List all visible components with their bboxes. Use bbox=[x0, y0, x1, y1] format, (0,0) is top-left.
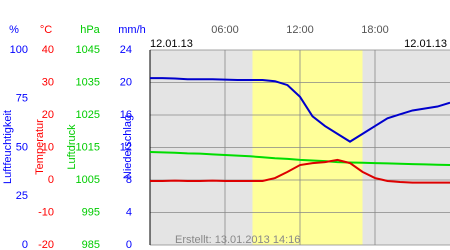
y-tick-label: 12 bbox=[120, 141, 132, 153]
axis-title: Niederschlag bbox=[122, 115, 134, 179]
y-tick-label: 995 bbox=[82, 206, 100, 218]
y-tick-label: 0 bbox=[126, 239, 132, 250]
data-line bbox=[150, 77, 450, 143]
data-line bbox=[149, 151, 450, 167]
axis-title: Luftdruck bbox=[66, 124, 78, 170]
axis-unit: mm/h bbox=[118, 24, 146, 36]
axis-title: Temperatur bbox=[34, 119, 46, 175]
y-tick-label: 1015 bbox=[76, 141, 100, 153]
y-tick-label: 985 bbox=[82, 239, 100, 250]
y-tick-label: 24 bbox=[120, 44, 132, 56]
y-tick-label: 16 bbox=[120, 109, 132, 121]
y-tick-label: -20 bbox=[38, 239, 54, 250]
y-tick-label: 25 bbox=[16, 190, 28, 202]
y-tick-label: 1035 bbox=[76, 76, 100, 88]
y-tick-label: 50 bbox=[16, 141, 28, 153]
y-tick-label: 40 bbox=[42, 44, 54, 56]
y-tick-label: 10 bbox=[42, 141, 54, 153]
axis-unit: % bbox=[9, 24, 19, 36]
y-tick-label: 20 bbox=[42, 109, 54, 121]
y-tick-label: 0 bbox=[48, 174, 54, 186]
y-tick-label: 0 bbox=[22, 239, 28, 250]
x-tick-label: 06:00 bbox=[211, 24, 239, 36]
axis-title: Luftfeuchtigkeit bbox=[2, 110, 14, 184]
date-left: 12.01.13 bbox=[150, 38, 193, 50]
created-note: Erstellt: 13.01.2013 14:16 bbox=[175, 234, 300, 246]
y-tick-label: 1045 bbox=[76, 44, 100, 56]
date-right: 12.01.13 bbox=[404, 38, 447, 50]
y-tick-label: 100 bbox=[10, 44, 28, 56]
y-tick-label: 75 bbox=[16, 93, 28, 105]
y-tick-label: 8 bbox=[126, 174, 132, 186]
axis-unit: hPa bbox=[80, 24, 100, 36]
x-tick-label: 12:00 bbox=[286, 24, 314, 36]
y-tick-label: 20 bbox=[120, 76, 132, 88]
axis-unit: °C bbox=[40, 24, 52, 36]
y-tick-label: 30 bbox=[42, 76, 54, 88]
x-tick-label: 18:00 bbox=[361, 24, 389, 36]
y-tick-label: 1005 bbox=[76, 174, 100, 186]
data-line bbox=[150, 158, 450, 184]
y-tick-label: 1025 bbox=[76, 109, 100, 121]
y-tick-label: 4 bbox=[126, 206, 132, 218]
y-tick-label: -10 bbox=[38, 206, 54, 218]
